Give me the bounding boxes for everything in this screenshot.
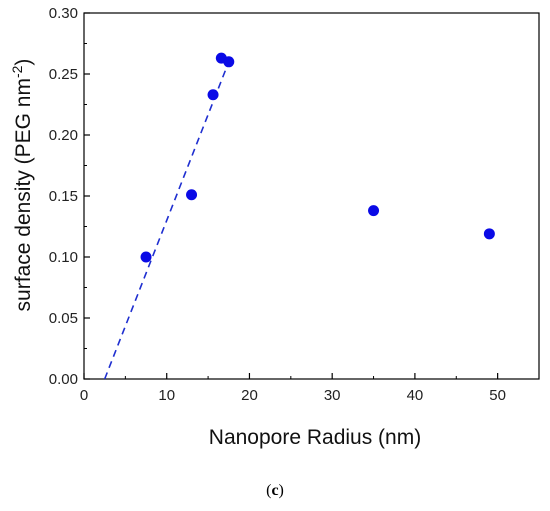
y-axis-title-base: surface density (PEG nm	[12, 78, 35, 311]
caption-open: (	[266, 482, 271, 499]
y-tick-label: 0.05	[49, 310, 78, 327]
data-point	[368, 205, 380, 217]
y-tick-label: 0.10	[49, 249, 78, 266]
chart-marks	[103, 52, 495, 380]
x-tick-label: 10	[158, 387, 175, 404]
x-tick-label: 30	[324, 387, 341, 404]
x-tick-label: 20	[241, 387, 258, 404]
y-axis-title: surface density (PEG nm-2)	[9, 59, 35, 312]
y-tick-label: 0.30	[49, 5, 78, 22]
x-axis-ticks: 0 10 20 30 40 50	[80, 373, 506, 404]
x-axis-title: Nanopore Radius (nm)	[209, 426, 421, 449]
data-point	[223, 56, 235, 68]
caption-letter: c	[271, 482, 278, 499]
data-point	[483, 228, 495, 240]
data-point	[140, 251, 152, 263]
figure-caption: (c)	[266, 482, 284, 499]
y-tick-label: 0.15	[49, 188, 78, 205]
data-point	[186, 189, 198, 201]
y-axis-title-superscript: -2	[9, 65, 25, 78]
fit-line	[103, 61, 230, 380]
caption-close: )	[279, 482, 284, 499]
x-tick-label: 40	[407, 387, 424, 404]
plot-frame	[83, 12, 540, 380]
x-tick-label: 0	[80, 387, 88, 404]
y-axis-ticks: 0.00 0.05 0.10 0.15 0.20 0.25 0.30	[49, 5, 90, 388]
plot-area	[83, 12, 540, 380]
y-tick-label: 0.00	[49, 371, 78, 388]
y-tick-label: 0.20	[49, 127, 78, 144]
data-point	[207, 89, 219, 101]
y-axis-title-close: )	[12, 59, 35, 66]
y-tick-label: 0.25	[49, 66, 78, 83]
x-tick-label: 50	[489, 387, 506, 404]
